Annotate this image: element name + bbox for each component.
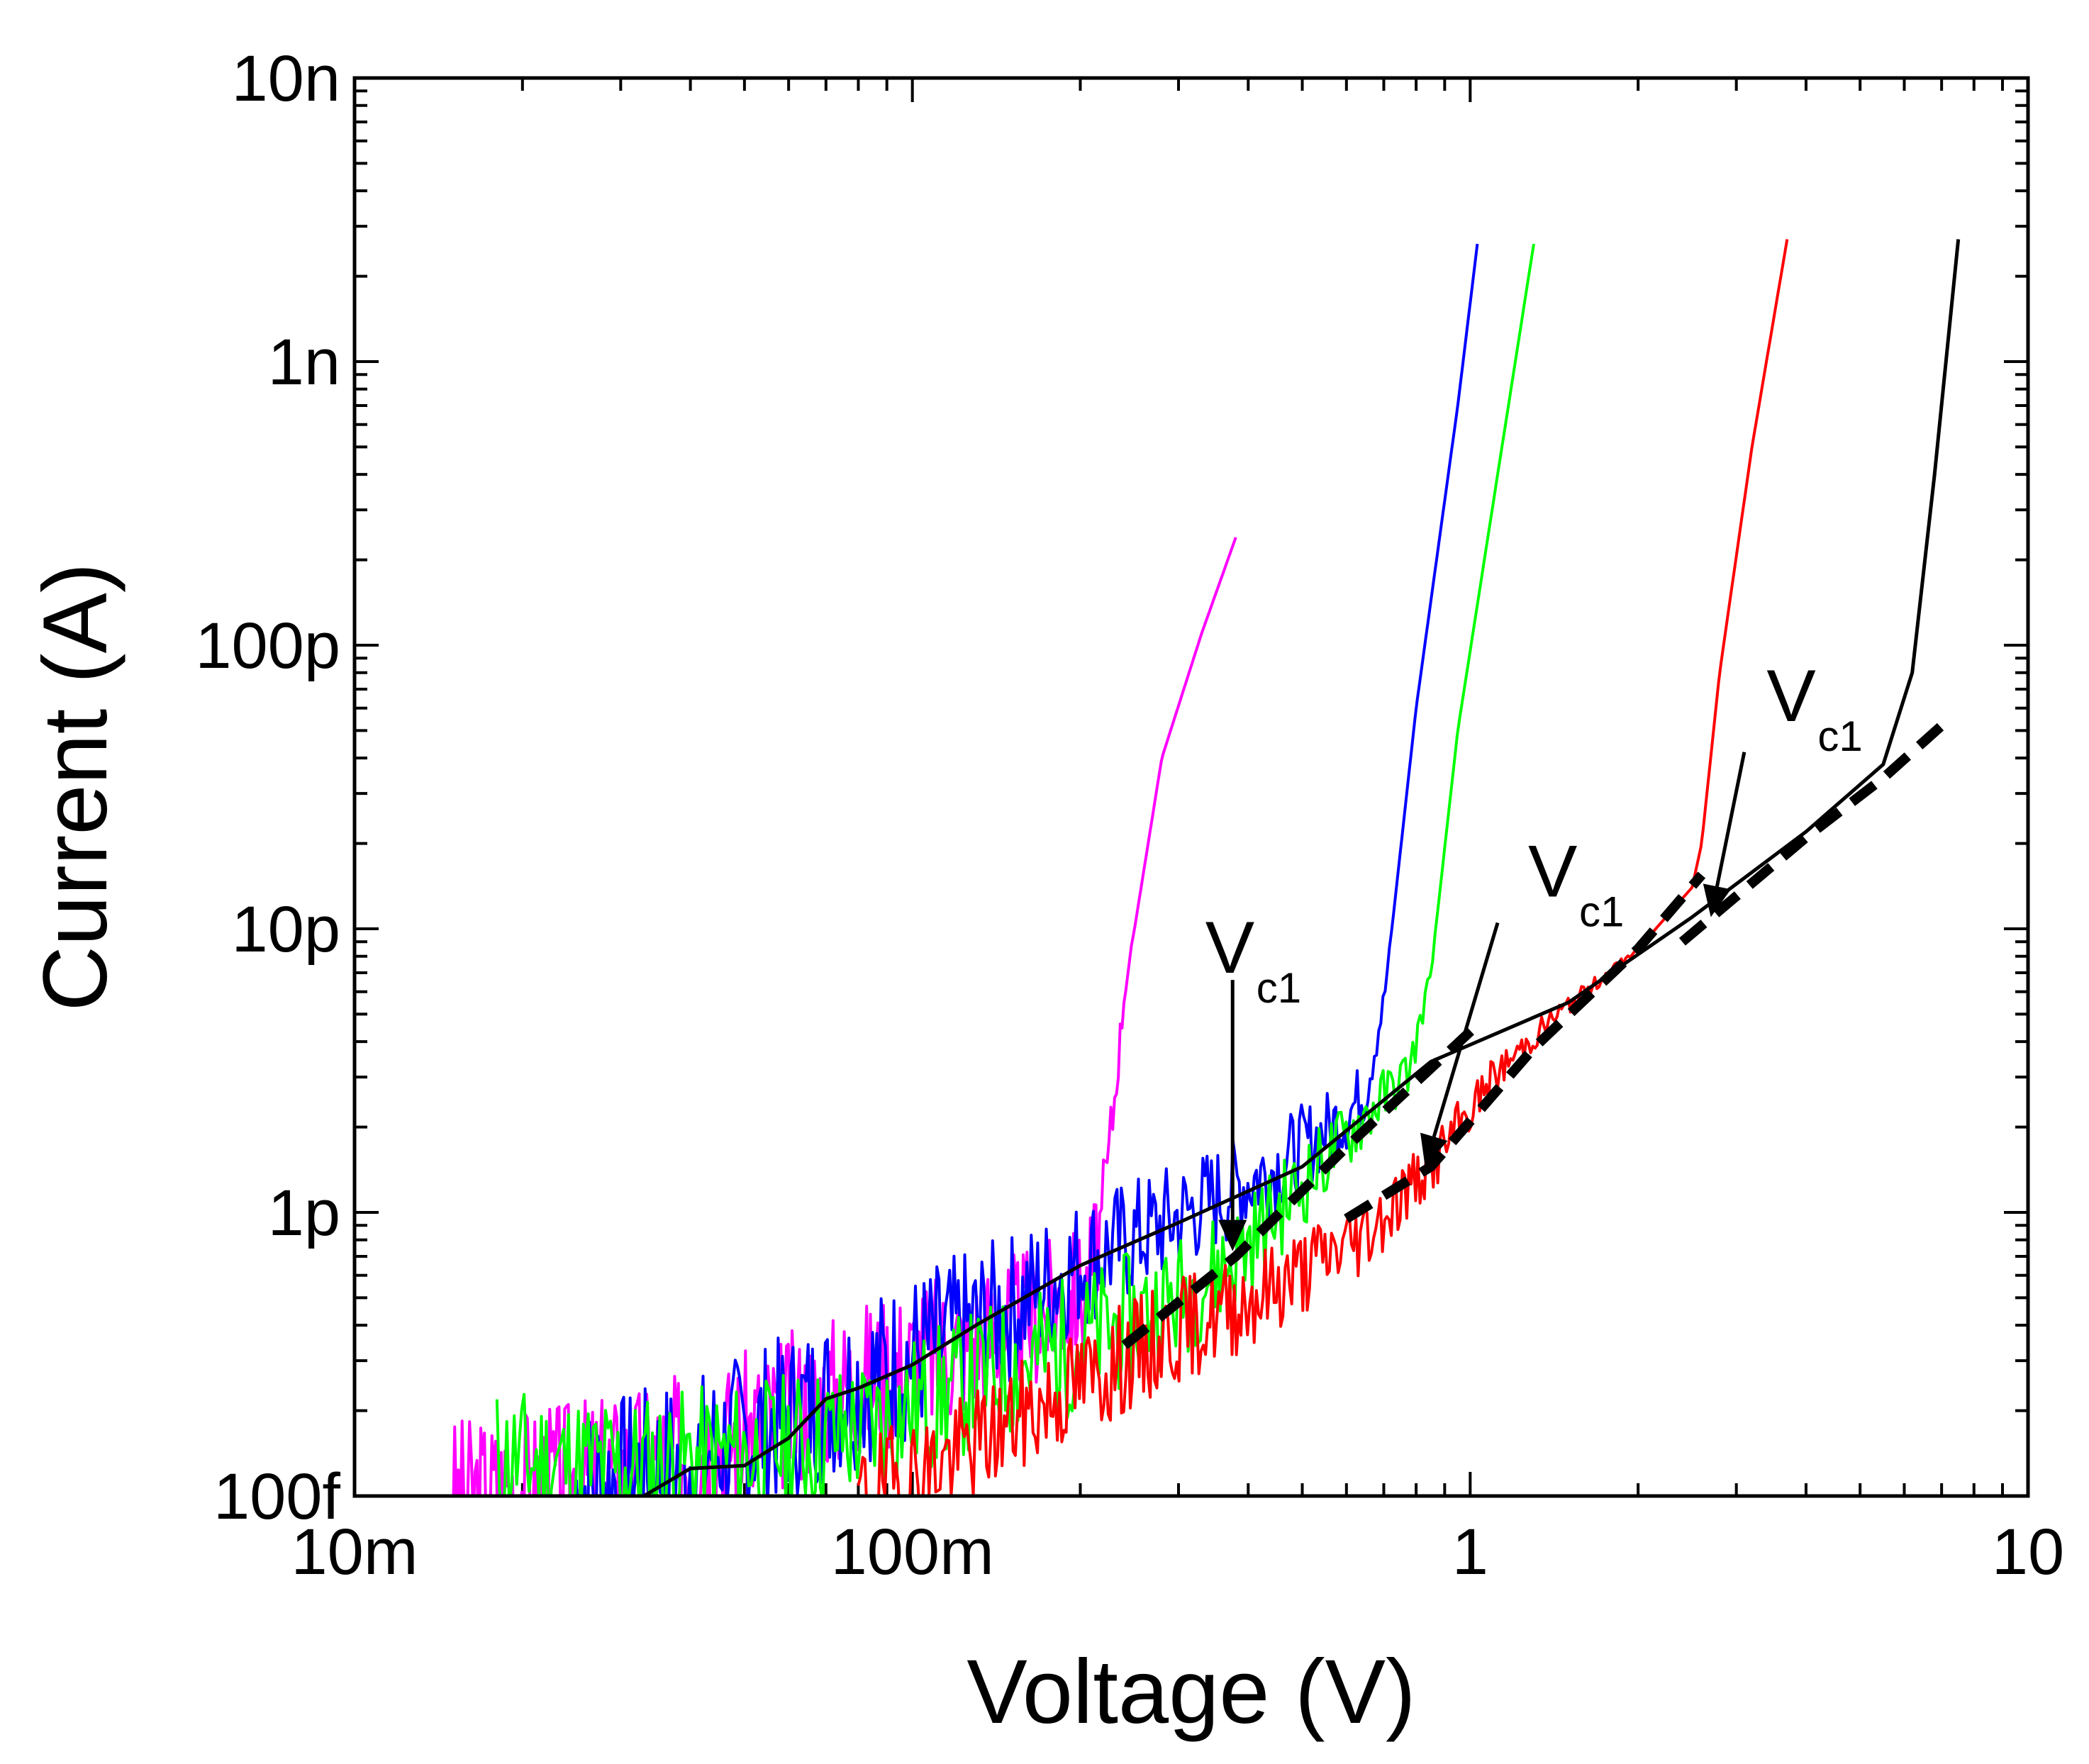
arrow-line <box>1432 922 1500 1137</box>
fit-line-3 <box>1678 722 1945 946</box>
tick-labels: 10m 100m 1 10 100f 1p 10p 100p 1n 10n <box>195 43 2064 1588</box>
y-tick-label: 10p <box>232 893 341 966</box>
y-tick-label: 100f <box>213 1461 340 1533</box>
vc1-label: V <box>1766 655 1815 737</box>
x-tick-label: 10m <box>291 1516 418 1588</box>
data-series <box>452 239 1961 1496</box>
arrow-head <box>1420 1132 1448 1167</box>
axis-ticks <box>353 78 2028 1497</box>
series-red <box>857 239 1789 1496</box>
y-tick-label: 100p <box>195 610 340 682</box>
vc1-subscript: c1 <box>1817 713 1862 760</box>
y-tick-label: 1p <box>268 1177 340 1249</box>
series-green <box>495 243 1535 1496</box>
series-blue <box>575 243 1479 1496</box>
vc1-subscript: c1 <box>1257 964 1301 1012</box>
x-tick-label: 100m <box>831 1516 994 1588</box>
y-tick-label: 1n <box>268 326 340 398</box>
x-tick-label: 1 <box>1452 1516 1488 1588</box>
series-black <box>642 239 1961 1496</box>
y-tick-label: 10n <box>232 43 341 115</box>
x-axis-title: Voltage (V) <box>966 1641 1415 1743</box>
series-magenta <box>452 537 1237 1496</box>
fit-line-2 <box>1344 871 1706 1223</box>
arrow-line <box>1715 752 1747 887</box>
vc1-label: V <box>1528 830 1577 912</box>
vc1-subscript: c1 <box>1579 888 1624 935</box>
y-axis-title: Current (A) <box>25 563 126 1012</box>
vc1-label: V <box>1205 907 1254 989</box>
fit-lines <box>1121 722 1945 1349</box>
arrow-head <box>1703 883 1732 917</box>
plot-frame <box>352 76 2030 1498</box>
fit-line-1 <box>1121 1023 1478 1349</box>
arrow-head <box>1218 1219 1247 1251</box>
x-tick-label: 10 <box>1992 1516 2064 1588</box>
